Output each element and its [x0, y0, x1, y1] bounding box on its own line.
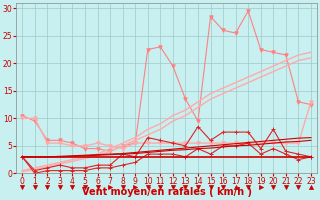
X-axis label: Vent moyen/en rafales ( km/h ): Vent moyen/en rafales ( km/h ) [82, 187, 252, 197]
